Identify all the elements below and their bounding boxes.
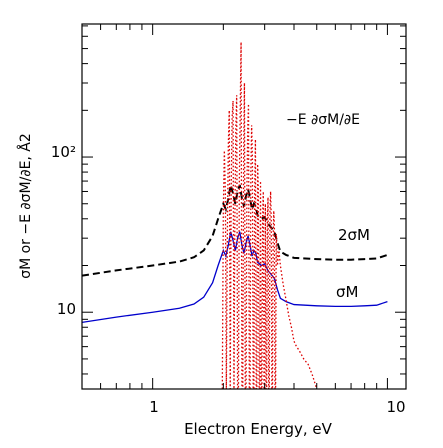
annotation-sigma: σM xyxy=(336,283,358,301)
y-tick-label-100: 10² xyxy=(51,143,76,161)
x-tick-label-1: 1 xyxy=(149,398,159,416)
series-line-sigma xyxy=(82,231,388,324)
annotation-2sigma: 2σM xyxy=(338,226,370,244)
annotation-deriv: −E ∂σM/∂E xyxy=(286,112,360,128)
series-line-deriv xyxy=(221,42,318,389)
series-layer xyxy=(82,42,388,389)
plot-frame xyxy=(81,23,407,390)
x-tick-label-10: 10 xyxy=(386,398,405,416)
x-axis-label: Electron Energy, eV xyxy=(184,420,333,438)
y-axis-label: σM or −E ∂σM/∂E, Å2 xyxy=(17,133,34,279)
y-tick-label-10: 10 xyxy=(57,300,76,318)
tick-layer xyxy=(81,24,406,389)
